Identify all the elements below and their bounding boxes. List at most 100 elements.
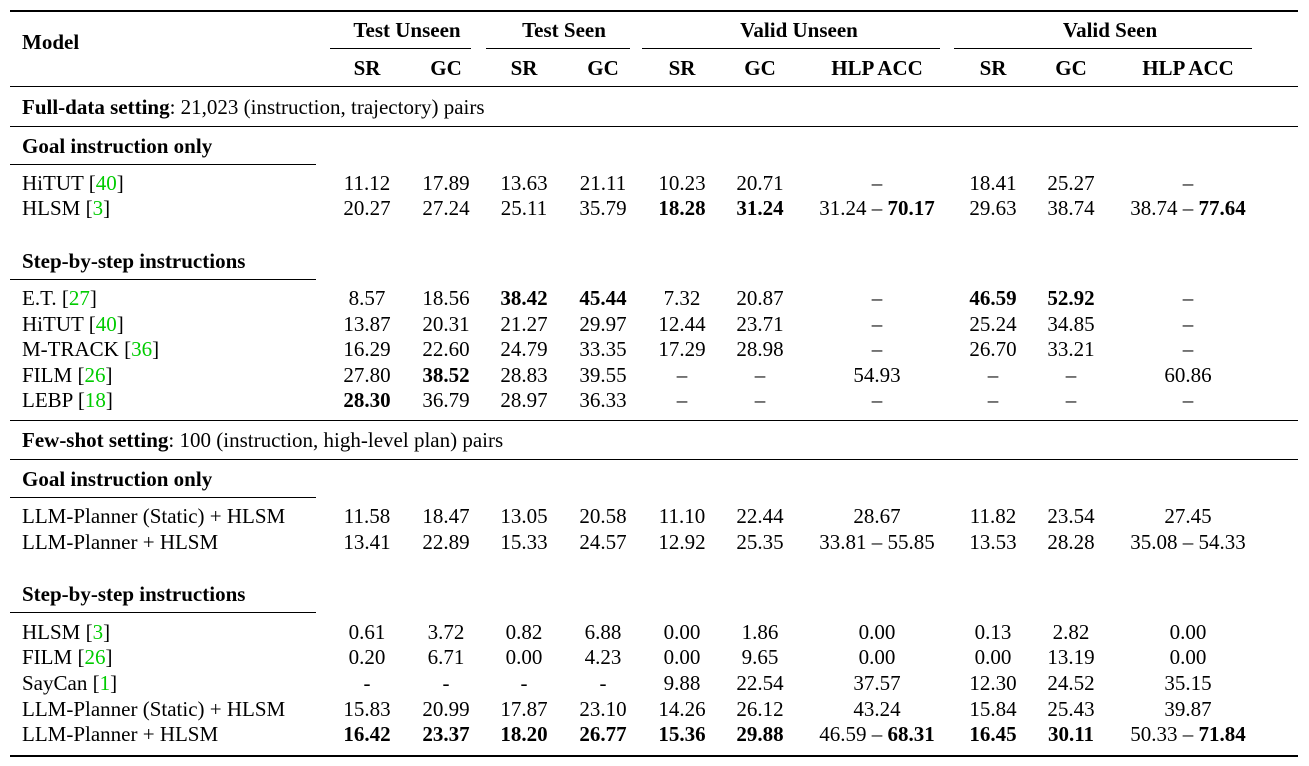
citation-link[interactable]: 1 xyxy=(99,671,111,695)
cell-value: – xyxy=(871,171,883,195)
model-name: LLM-Planner + HLSM xyxy=(22,722,219,746)
cell-value: 33.21 xyxy=(1047,337,1095,361)
cell-value: 28.67 xyxy=(853,504,901,528)
table-cell: 13.63 xyxy=(500,171,547,195)
group-underline xyxy=(642,48,940,49)
table-cell: 4.23 xyxy=(585,645,622,669)
cell-value: 24.57 xyxy=(579,530,627,554)
table-cell: 23.71 xyxy=(736,312,783,336)
table-cell: 13.53 xyxy=(969,530,1016,554)
table-cell: 33.21 xyxy=(1047,337,1094,361)
citation-link[interactable]: 26 xyxy=(84,645,106,669)
group-header: Test Seen xyxy=(522,18,606,42)
citation-link[interactable]: 26 xyxy=(84,363,106,387)
table-cell: 38.42 xyxy=(500,286,547,310)
citation-link[interactable]: 40 xyxy=(95,312,117,336)
table-cell: 39.55 xyxy=(579,363,626,387)
table-cell: 36.79 xyxy=(422,388,469,412)
table-cell: 37.57 xyxy=(853,671,900,695)
citation-link[interactable]: 40 xyxy=(95,171,117,195)
citation-link[interactable]: 36 xyxy=(131,337,153,361)
model-name: LLM-Planner (Static) + HLSM xyxy=(22,504,286,528)
setting-caption: Few-shot setting: 100 (instruction, high… xyxy=(22,428,503,452)
table-cell: 23.54 xyxy=(1047,504,1094,528)
table-cell: 11.82 xyxy=(970,504,1016,528)
table-cell: 27.45 xyxy=(1164,504,1211,528)
table-cell: 25.27 xyxy=(1047,171,1094,195)
group-title-rule xyxy=(10,497,316,498)
group-underline xyxy=(954,48,1252,49)
cell-value: – xyxy=(1182,171,1194,195)
cell-value: 15.84 xyxy=(969,697,1017,721)
cell-value: 0.00 xyxy=(974,645,1012,669)
table-cell: 31.24 xyxy=(736,196,783,220)
table-cell: 29.63 xyxy=(969,196,1016,220)
table-cell: 52.92 xyxy=(1047,286,1094,310)
cell-value: 0.00 xyxy=(663,620,701,644)
cell-value: 15.36 xyxy=(658,722,706,746)
table-cell: 26.77 xyxy=(579,722,626,746)
table-cell: – xyxy=(677,388,688,412)
table-cell: – xyxy=(677,363,688,387)
table-cell: 15.84 xyxy=(969,697,1016,721)
cell-value: 27.80 xyxy=(343,363,391,387)
cell-value: 20.71 xyxy=(736,171,784,195)
cell-value: 0.20 xyxy=(348,645,386,669)
model-name: HLSM xyxy=(22,196,81,220)
cell-value: 28.28 xyxy=(1047,530,1095,554)
cell-value: 27.45 xyxy=(1164,504,1212,528)
table-cell: - xyxy=(364,671,371,695)
citation-link[interactable]: 3 xyxy=(92,196,104,220)
cell-value: 21.27 xyxy=(500,312,548,336)
cell-value: - xyxy=(442,671,450,695)
table-cell: 54.93 xyxy=(853,363,900,387)
cell-value: 22.89 xyxy=(422,530,470,554)
column-header-label: SR xyxy=(353,56,381,80)
table-cell: 9.65 xyxy=(742,645,779,669)
cell-value: 24.79 xyxy=(500,337,548,361)
table-cell: 0.00 xyxy=(1170,620,1207,644)
cell-value: 46.59 xyxy=(969,286,1017,310)
cell-best-value: 71.84 xyxy=(1198,722,1246,746)
table-cell: 22.54 xyxy=(736,671,783,695)
table-cell: 20.27 xyxy=(343,196,390,220)
cell-value: – xyxy=(987,388,999,412)
cell-value: 33.35 xyxy=(579,337,627,361)
citation-link[interactable]: 3 xyxy=(92,620,104,644)
cell-value: 2.82 xyxy=(1052,620,1090,644)
table-cell: 24.52 xyxy=(1047,671,1094,695)
table-row-model: LLM-Planner + HLSM xyxy=(22,530,218,554)
table-cell: 26.12 xyxy=(736,697,783,721)
cell-value: – xyxy=(1182,286,1194,310)
table-cell: 33.35 xyxy=(579,337,626,361)
cell-value: 13.53 xyxy=(969,530,1017,554)
cell-value: 37.57 xyxy=(853,671,901,695)
table-cell: 11.10 xyxy=(659,504,705,528)
model-name: E.T. xyxy=(22,286,57,310)
table-row-model: LLM-Planner + HLSM xyxy=(22,722,218,746)
cell-value: 12.44 xyxy=(658,312,706,336)
table-cell: 28.98 xyxy=(736,337,783,361)
table-cell: 16.29 xyxy=(343,337,390,361)
table-cell: 46.59 xyxy=(969,286,1016,310)
table-cell: 28.30 xyxy=(343,388,390,412)
cell-value: – xyxy=(871,388,883,412)
table-cell: 2.82 xyxy=(1053,620,1090,644)
cell-value: 3.72 xyxy=(427,620,465,644)
table-row-model: HLSM [3] xyxy=(22,620,111,644)
cell-value: – xyxy=(1182,312,1194,336)
cell-value: 28.97 xyxy=(500,388,548,412)
group-title-label: Step-by-step instructions xyxy=(22,582,246,606)
cell-value: 26.12 xyxy=(736,697,784,721)
citation-link[interactable]: 27 xyxy=(68,286,90,310)
table-cell: 35.15 xyxy=(1164,671,1211,695)
cell-value: – xyxy=(676,388,688,412)
cell-value: 4.23 xyxy=(584,645,622,669)
table-row-model: E.T. [27] xyxy=(22,286,97,310)
cell-value: - xyxy=(520,671,528,695)
table-cell: 21.27 xyxy=(500,312,547,336)
cell-value: 6.88 xyxy=(584,620,622,644)
citation-link[interactable]: 18 xyxy=(84,388,106,412)
table-cell: 0.00 xyxy=(975,645,1012,669)
group-title-rule xyxy=(10,164,316,165)
